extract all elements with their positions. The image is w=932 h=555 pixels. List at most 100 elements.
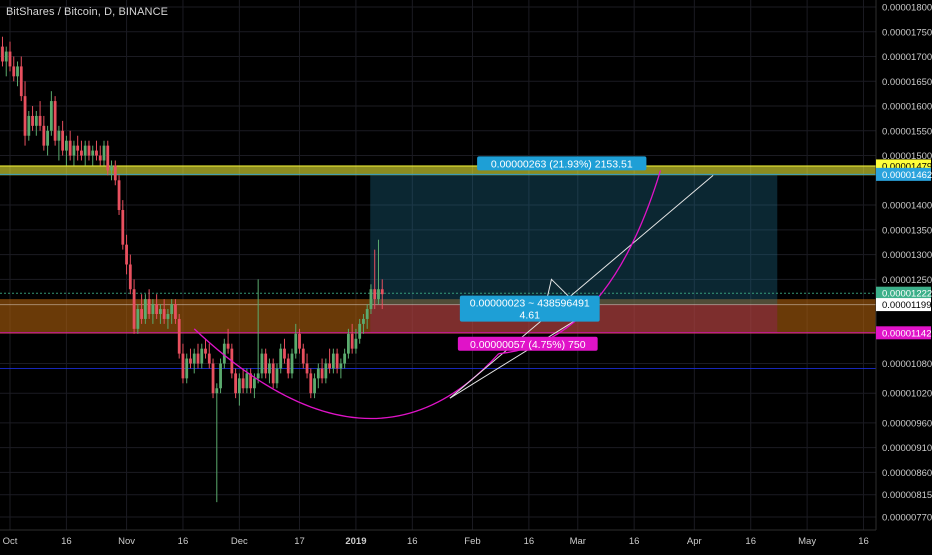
candle-body bbox=[242, 378, 245, 388]
time-tick-label: May bbox=[798, 536, 816, 547]
candle-body bbox=[215, 388, 218, 393]
candle-body bbox=[20, 66, 23, 96]
interval-label: D bbox=[104, 6, 112, 18]
candle-body bbox=[50, 101, 53, 131]
symbol-name: BitShares / Bitcoin bbox=[6, 6, 98, 18]
candle-body bbox=[118, 180, 121, 210]
price-tick-label: 0.00001250 bbox=[882, 275, 932, 286]
price-tick-label: 0.00001300 bbox=[882, 250, 932, 261]
candle-body bbox=[272, 364, 275, 384]
candle-body bbox=[355, 339, 358, 349]
time-tick-label: Feb bbox=[464, 536, 480, 547]
candle-body bbox=[182, 354, 185, 379]
candle-body bbox=[46, 131, 49, 146]
candle-body bbox=[197, 354, 200, 364]
candle-body bbox=[178, 319, 181, 354]
candle-body bbox=[35, 116, 38, 126]
exchange-label: BINANCE bbox=[118, 6, 168, 18]
candle-body bbox=[343, 354, 346, 364]
time-tick-label: Mar bbox=[570, 536, 586, 547]
time-tick-label: 16 bbox=[407, 536, 418, 547]
candle-body bbox=[302, 349, 305, 364]
candle-body bbox=[54, 101, 57, 141]
candle-body bbox=[294, 334, 297, 354]
time-tick-label: 16 bbox=[524, 536, 535, 547]
candle-body bbox=[88, 146, 91, 156]
time-tick-label: 16 bbox=[858, 536, 869, 547]
candle-body bbox=[61, 131, 64, 151]
candle-body bbox=[347, 334, 350, 354]
time-tick-label: Oct bbox=[3, 536, 18, 547]
time-tick-label: Dec bbox=[231, 536, 248, 547]
candle-body bbox=[114, 165, 117, 180]
candle-body bbox=[377, 289, 380, 299]
price-tick-label: 0.00001650 bbox=[882, 77, 932, 88]
candle-body bbox=[155, 304, 158, 314]
price-badge-label: 0.00001462 bbox=[882, 170, 932, 181]
price-tick-label: 0.00001700 bbox=[882, 52, 932, 63]
price-tick-label: 0.00000815 bbox=[882, 490, 932, 501]
risk-label-text: 0.00000057 (4.75%) 750 bbox=[470, 339, 586, 351]
candle-body bbox=[339, 364, 342, 369]
candle-body bbox=[358, 324, 361, 339]
candle-body bbox=[163, 309, 166, 319]
candle-body bbox=[103, 146, 106, 161]
candle-body bbox=[174, 304, 177, 319]
candle-body bbox=[193, 354, 196, 364]
candle-body bbox=[373, 289, 376, 299]
candle-body bbox=[283, 349, 286, 359]
candle-body bbox=[253, 378, 256, 388]
time-tick-label: Apr bbox=[687, 536, 702, 547]
price-tick-label: 0.00000960 bbox=[882, 418, 932, 429]
symbol-title: BitShares / Bitcoin, D, BINANCE bbox=[6, 6, 168, 18]
candle-body bbox=[370, 289, 373, 309]
time-tick-label: 16 bbox=[178, 536, 189, 547]
time-tick-label: 16 bbox=[629, 536, 640, 547]
candle-body bbox=[129, 264, 132, 289]
candle-body bbox=[351, 334, 354, 349]
candle-body bbox=[84, 146, 87, 156]
candle-body bbox=[212, 364, 215, 394]
candle-body bbox=[144, 299, 147, 319]
ratio-label-text-line2: 4.61 bbox=[520, 310, 541, 322]
candle-body bbox=[257, 373, 260, 378]
candle-body bbox=[76, 146, 79, 151]
candle-body bbox=[227, 344, 230, 349]
time-tick-label: 17 bbox=[294, 536, 305, 547]
price-tick-label: 0.00000910 bbox=[882, 443, 932, 454]
price-tick-label: 0.00000860 bbox=[882, 468, 932, 479]
candle-body bbox=[31, 116, 34, 126]
candle-body bbox=[24, 96, 27, 136]
candle-body bbox=[167, 314, 170, 319]
candle-body bbox=[317, 368, 320, 378]
risk-label: 0.00000057 (4.75%) 750 bbox=[458, 337, 598, 351]
candle-body bbox=[148, 299, 151, 314]
candle-body bbox=[151, 304, 154, 314]
candle-body bbox=[238, 378, 241, 393]
candle-body bbox=[204, 349, 207, 354]
candle-body bbox=[170, 304, 173, 314]
candle-body bbox=[298, 334, 301, 349]
candle-body bbox=[1, 47, 4, 62]
candle-body bbox=[189, 359, 192, 364]
candle-body bbox=[200, 349, 203, 364]
time-tick-label: 16 bbox=[745, 536, 756, 547]
price-badge-label: 0.00001199 bbox=[882, 300, 932, 311]
time-tick-label: 2019 bbox=[345, 536, 366, 547]
candle-body bbox=[219, 364, 222, 389]
candle-body bbox=[313, 378, 316, 393]
candle-body bbox=[324, 364, 327, 379]
candle-body bbox=[69, 141, 72, 156]
candle-body bbox=[12, 66, 15, 76]
candle-body bbox=[208, 354, 211, 364]
price-tick-label: 0.00001600 bbox=[882, 102, 932, 113]
candle-body bbox=[27, 116, 30, 136]
candle-body bbox=[133, 289, 136, 329]
candle-body bbox=[121, 210, 124, 245]
candle-body bbox=[381, 289, 384, 294]
candle-body bbox=[336, 354, 339, 369]
price-tick-label: 0.00001800 bbox=[882, 3, 932, 14]
